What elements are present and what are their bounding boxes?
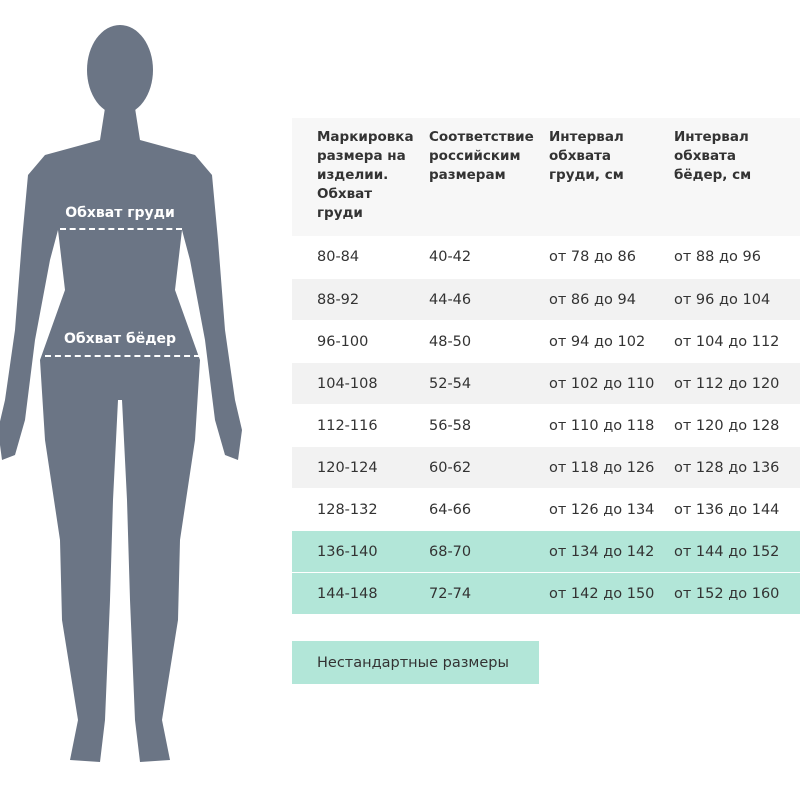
nonstandard-sizes-legend: Нестандартные размеры xyxy=(292,641,539,684)
header-cell: Интервал обхвата бёдер, см xyxy=(674,129,752,183)
table-cell: от 104 до 112 xyxy=(674,333,780,350)
header-cell: Маркировка размера на изделии. Обхват гр… xyxy=(317,129,414,221)
table-cell: от 86 до 94 xyxy=(549,291,636,308)
table-cell: от 96 до 104 xyxy=(674,291,771,308)
table-cell: от 88 до 96 xyxy=(674,249,761,265)
table-cell: 96-100 xyxy=(317,333,369,350)
table-cell: от 126 до 134 xyxy=(549,501,655,518)
table-cell: 136-140 xyxy=(317,543,378,560)
chest-label: Обхват груди xyxy=(65,205,175,221)
table-row: 112-116 56-58 от 110 до 118 от 120 до 128 xyxy=(292,404,800,446)
table-cell: 48-50 xyxy=(429,333,472,350)
chest-line xyxy=(60,228,182,230)
table-cell: 144-148 xyxy=(317,585,378,602)
table-row: 88-92 44-46 от 86 до 94 от 96 до 104 xyxy=(292,278,800,320)
table-cell: 44-46 xyxy=(429,291,472,308)
table-cell: от 78 до 86 xyxy=(549,249,636,265)
table-cell: 112-116 xyxy=(317,417,378,434)
table-cell: от 152 до 160 xyxy=(674,585,780,602)
table-row: 96-100 48-50 от 94 до 102 от 104 до 112 xyxy=(292,320,800,362)
table-cell: 60-62 xyxy=(429,459,472,476)
body-silhouette: Обхват груди Обхват бёдер xyxy=(0,0,250,800)
table-cell: от 144 до 152 xyxy=(674,543,780,560)
table-row: 104-108 52-54 от 102 до 110 от 112 до 120 xyxy=(292,362,800,404)
header-cell: Интервал обхвата груди, см xyxy=(549,129,624,183)
table-row: 128-132 64-66 от 126 до 134 от 136 до 144 xyxy=(292,488,800,530)
table-row: 144-148 72-74 от 142 до 150 от 152 до 160 xyxy=(292,572,800,614)
table-cell: 56-58 xyxy=(429,417,472,434)
table-cell: 64-66 xyxy=(429,501,472,518)
table-cell: от 142 до 150 xyxy=(549,585,655,602)
table-cell: 72-74 xyxy=(429,585,472,602)
table-cell: 120-124 xyxy=(317,459,378,476)
table-row: 136-140 68-70 от 134 до 142 от 144 до 152 xyxy=(292,530,800,572)
legend-label: Нестандартные размеры xyxy=(317,654,509,671)
table-cell: от 102 до 110 xyxy=(549,375,655,392)
table-cell: от 110 до 118 xyxy=(549,417,655,434)
table-cell: от 136 до 144 xyxy=(674,501,780,518)
size-table: Маркировка размера на изделии. Обхват гр… xyxy=(292,118,800,614)
table-cell: от 134 до 142 xyxy=(549,543,655,560)
table-cell: 80-84 xyxy=(317,249,360,265)
hip-label: Обхват бёдер xyxy=(63,331,177,347)
table-cell: от 94 до 102 xyxy=(549,333,646,350)
table-cell: 52-54 xyxy=(429,375,472,392)
table-row: 120-124 60-62 от 118 до 126 от 128 до 136 xyxy=(292,446,800,488)
table-row: 80-84 40-42 от 78 до 86 от 88 до 96 xyxy=(292,236,800,278)
table-cell: 68-70 xyxy=(429,543,472,560)
hip-line xyxy=(45,355,200,357)
table-cell: от 128 до 136 xyxy=(674,459,780,476)
table-cell: 104-108 xyxy=(317,375,378,392)
table-header: Маркировка размера на изделии. Обхват гр… xyxy=(292,118,800,236)
silhouette-graphic xyxy=(0,25,242,762)
table-cell: от 118 до 126 xyxy=(549,459,655,476)
table-cell: 40-42 xyxy=(429,249,472,265)
table-cell: 128-132 xyxy=(317,501,378,518)
table-cell: 88-92 xyxy=(317,291,360,308)
header-cell: Соответствие российским размерам xyxy=(429,129,534,183)
table-cell: от 120 до 128 xyxy=(674,417,780,434)
table-cell: от 112 до 120 xyxy=(674,375,780,392)
